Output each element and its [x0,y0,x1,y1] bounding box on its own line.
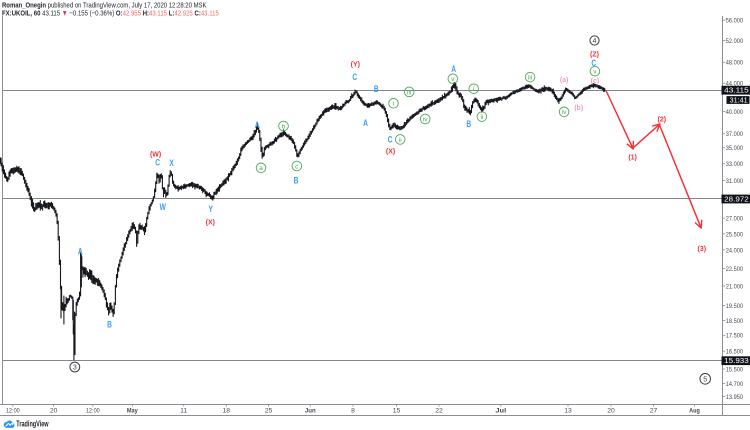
svg-text:31:41: 31:41 [730,98,748,105]
svg-text:5: 5 [703,376,707,383]
svg-text:11: 11 [180,408,187,415]
svg-text:56.000: 56.000 [726,18,743,25]
svg-text:B: B [374,84,379,94]
svg-text:35.000: 35.000 [726,145,743,152]
svg-text:13: 13 [564,408,572,415]
svg-text:(X): (X) [386,148,395,155]
svg-text:Jul: Jul [495,408,506,415]
svg-text:(Y): (Y) [351,62,360,69]
svg-text:8: 8 [351,408,355,415]
svg-text:TradingView: TradingView [16,420,49,429]
svg-text:iii: iii [407,89,411,96]
svg-text:28.972: 28.972 [724,197,749,204]
svg-text:Roman_Onegin published on Trad: Roman_Onegin published on TradingView.co… [2,0,207,9]
svg-text:C: C [352,72,357,82]
svg-text:Y: Y [208,204,213,214]
svg-text:c: c [295,163,299,170]
svg-text:15: 15 [393,408,401,415]
svg-text:Aug: Aug [689,408,700,415]
svg-text:25: 25 [265,408,273,415]
svg-text:31.000: 31.000 [726,178,743,185]
svg-text:C: C [155,158,160,168]
svg-text:A: A [451,64,456,74]
svg-text:24.000: 24.000 [726,247,743,254]
svg-text:A: A [363,118,368,128]
svg-text:ii: ii [480,114,483,121]
svg-text:13.950: 13.950 [726,394,743,401]
svg-text:ii: ii [399,137,402,144]
svg-text:27.000: 27.000 [726,216,743,223]
svg-text:C: C [388,135,393,145]
svg-text:iii: iii [528,75,532,82]
svg-text:21.000: 21.000 [726,283,743,290]
svg-text:43.115: 43.115 [724,88,749,95]
svg-text:19.500: 19.500 [726,303,743,310]
svg-text:(b): (b) [574,105,583,112]
svg-text:15.500: 15.500 [726,366,743,373]
svg-text:22: 22 [435,408,443,415]
svg-text:(Z): (Z) [590,52,599,59]
svg-text:40.000: 40.000 [726,109,743,116]
svg-text:22.500: 22.500 [726,266,743,273]
svg-text:44.000: 44.000 [726,81,743,88]
svg-text:(W): (W) [150,151,161,158]
svg-text:X: X [169,158,174,168]
svg-text:20: 20 [50,408,58,415]
svg-text:(X): (X) [206,220,215,227]
svg-text:14.700: 14.700 [726,381,743,388]
svg-text:B: B [294,176,299,186]
svg-text:v: v [593,69,597,76]
svg-text:37.000: 37.000 [726,131,743,138]
svg-text:18: 18 [223,408,231,415]
svg-text:15.933: 15.933 [724,358,749,365]
svg-text:(2): (2) [658,116,667,123]
svg-text:B: B [107,319,112,329]
svg-text:i: i [393,101,394,108]
svg-text:(c): (c) [591,78,600,85]
svg-text:33.000: 33.000 [726,161,743,168]
svg-text:20: 20 [607,408,615,415]
svg-text:18.500: 18.500 [726,318,743,325]
svg-text:52.000: 52.000 [726,38,743,45]
svg-text:(a): (a) [560,77,569,84]
svg-text:(3): (3) [698,246,707,253]
svg-text:B: B [466,119,471,129]
svg-text:iv: iv [423,116,428,123]
svg-text:(1): (1) [628,155,637,162]
svg-text:iv: iv [562,109,567,116]
svg-text:27: 27 [650,408,658,415]
svg-text:4: 4 [593,38,597,45]
svg-text:48.000: 48.000 [726,60,743,67]
svg-text:A: A [255,120,260,130]
svg-text:i: i [473,86,474,93]
svg-text:Jun: Jun [305,408,316,415]
svg-text:12:00: 12:00 [6,408,20,415]
svg-text:FX:UKOIL, 60 43.115 ▼ −0.155 (: FX:UKOIL, 60 43.115 ▼ −0.155 (−0.36%) O:… [2,9,219,18]
svg-text:May: May [127,408,138,415]
svg-text:W: W [160,202,167,212]
svg-text:b: b [282,123,286,130]
svg-text:A: A [78,246,83,256]
svg-text:25.500: 25.500 [726,231,743,238]
svg-text:C: C [591,58,596,68]
svg-text:v: v [451,76,455,83]
svg-text:17.500: 17.500 [726,333,743,340]
svg-text:3: 3 [73,365,77,372]
svg-text:16.500: 16.500 [726,349,743,356]
svg-text:12:00: 12:00 [86,408,100,415]
svg-text:a: a [259,165,263,172]
